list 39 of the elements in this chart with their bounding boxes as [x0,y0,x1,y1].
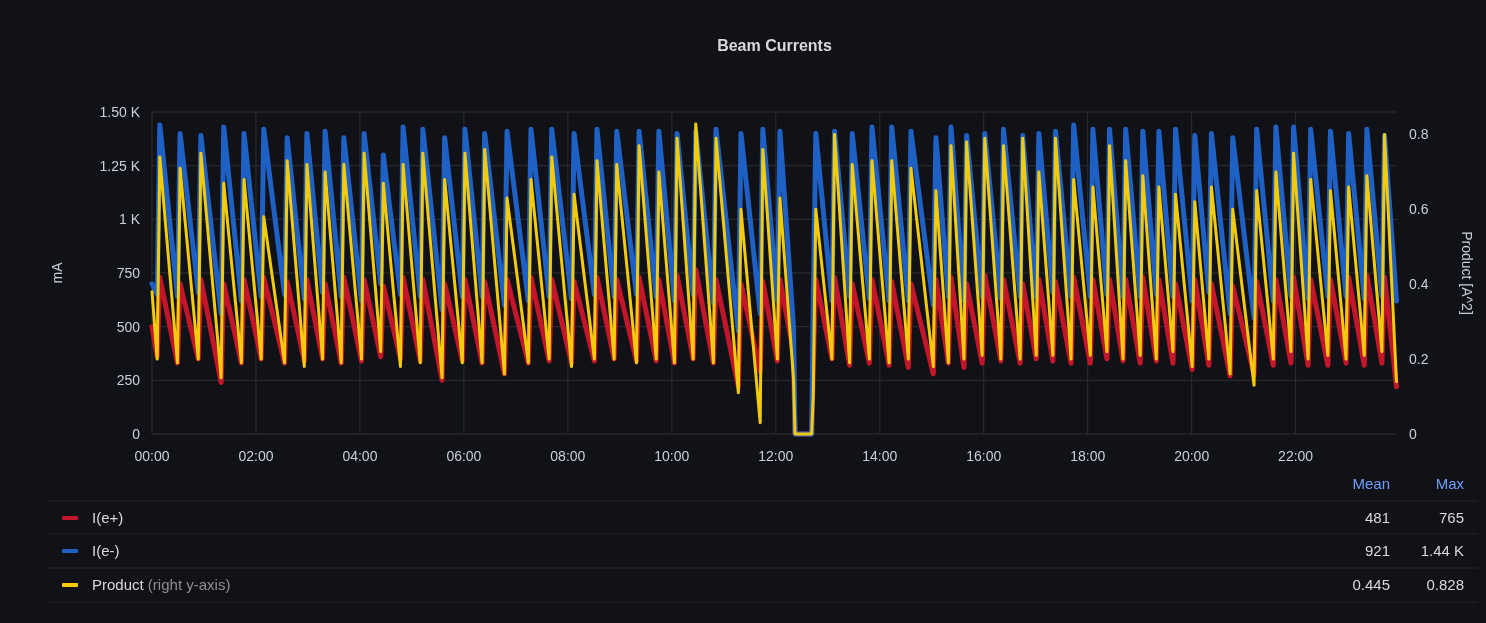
y-tick-label: 500 [116,318,141,335]
chart-title: Beam Currents [717,37,832,54]
text: 765 [1438,509,1464,526]
y2-tick-label: 0.4 [1409,276,1429,293]
y-tick-label: 0 [132,426,141,442]
y2-tick-label: 0.8 [1409,126,1429,143]
y-tick-label: 750 [116,265,141,281]
x-tick-label: 16:00 [966,448,1002,464]
y2-tick-label: 0.6 [1409,201,1429,218]
y2-axis-title: Product [A^2] [1459,231,1475,315]
y-tick-label: 1.50 K [99,104,141,120]
x-tick-label: 10:00 [654,448,690,464]
y2-tick-label: 0.2 [1409,351,1429,368]
y-tick-label: 250 [116,372,141,389]
text: Max [1435,475,1465,492]
text: 0.828 [1426,576,1464,593]
legend-label: I(e-) [92,542,120,559]
text: 0.445 [1352,576,1390,593]
y2-tick-label: 0 [1409,426,1417,442]
x-tick-label: 12:00 [758,448,794,464]
legend-label: I(e+) [92,509,124,526]
x-tick-label: 00:00 [134,448,170,464]
y-tick-label: 1.25 K [99,157,141,174]
x-tick-label: 06:00 [446,448,482,464]
text: (right y-axis) [143,576,231,593]
text: 481 [1364,509,1390,526]
y-axis-title: mA [49,261,65,284]
x-tick-label: 02:00 [238,448,274,464]
text: 921 [1364,542,1390,559]
x-tick-label: 20:00 [1174,448,1210,464]
x-tick-label: 18:00 [1070,448,1106,464]
x-tick-label: 14:00 [862,448,898,464]
text: 1.44 K [1420,542,1464,559]
legend-label: Product [92,576,144,593]
text: Mean [1352,475,1390,492]
y-tick-label: 1 K [118,211,141,228]
x-tick-label: 22:00 [1278,448,1314,464]
x-tick-label: 04:00 [342,448,378,464]
x-tick-label: 08:00 [550,448,586,464]
